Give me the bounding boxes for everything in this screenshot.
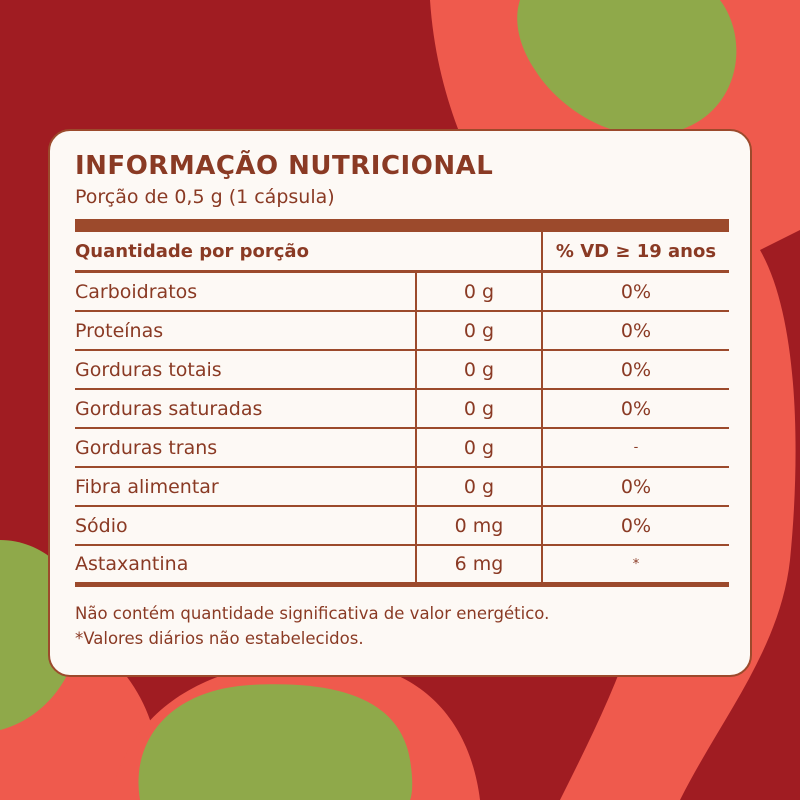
nutrient-name: Sódio <box>75 514 128 537</box>
nutrient-vd: 0% <box>541 351 729 388</box>
nutrient-vd: 0% <box>541 312 729 349</box>
nutrient-vd: 0% <box>541 273 729 310</box>
nutrient-amount: 0 g <box>415 312 541 349</box>
nutrient-vd: 0% <box>541 468 729 505</box>
nutrient-name: Proteínas <box>75 319 164 342</box>
nutrient-vd: - <box>541 429 729 466</box>
nutrient-amount: 0 g <box>415 273 541 310</box>
nutrient-name: Gorduras trans <box>75 436 218 459</box>
nutrition-facts-card: INFORMAÇÃO NUTRICIONAL Porção de 0,5 g (… <box>48 129 752 677</box>
table-row: Gorduras trans 0 g - <box>75 429 729 468</box>
label-title: INFORMAÇÃO NUTRICIONAL <box>75 151 494 181</box>
nutrient-amount: 0 mg <box>415 507 541 544</box>
nutrient-name: Gorduras saturadas <box>75 397 263 420</box>
nutrient-vd: 0% <box>541 390 729 427</box>
footnote-daily-values: *Valores diários não estabelecidos. <box>75 629 364 648</box>
nutrient-amount: 0 g <box>415 351 541 388</box>
nutrient-name: Astaxantina <box>75 553 189 575</box>
nutrient-amount: 6 mg <box>415 546 541 582</box>
table-row: Gorduras saturadas 0 g 0% <box>75 390 729 429</box>
green-blob-bottom <box>138 684 413 800</box>
header-quantity: Quantidade por porção <box>75 240 309 262</box>
green-blob-top <box>517 0 737 136</box>
table-row: Fibra alimentar 0 g 0% <box>75 468 729 507</box>
nutrient-name: Fibra alimentar <box>75 475 219 498</box>
nutrient-amount: 0 g <box>415 468 541 505</box>
nutrient-name: Carboidratos <box>75 280 198 303</box>
table-row: Sódio 0 mg 0% <box>75 507 729 546</box>
table-row: Carboidratos 0 g 0% <box>75 273 729 312</box>
header-amount-blank <box>415 232 541 270</box>
dark-blob-right <box>680 230 800 800</box>
header-vd: % VD ≥ 19 anos <box>541 232 729 270</box>
nutrient-name: Gorduras totais <box>75 358 222 381</box>
footnotes: Não contém quantidade significativa de v… <box>75 601 549 651</box>
table-row: Astaxantina 6 mg * <box>75 546 729 587</box>
nutrient-vd: * <box>541 546 729 582</box>
table-row: Gorduras totais 0 g 0% <box>75 351 729 390</box>
portion-size: Porção de 0,5 g (1 cápsula) <box>75 186 335 208</box>
nutrition-table: Quantidade por porção % VD ≥ 19 anos Car… <box>75 232 729 587</box>
nutrient-amount: 0 g <box>415 390 541 427</box>
footnote-energy: Não contém quantidade significativa de v… <box>75 604 550 623</box>
thick-divider <box>75 219 729 232</box>
nutrient-vd: 0% <box>541 507 729 544</box>
table-header-row: Quantidade por porção % VD ≥ 19 anos <box>75 232 729 273</box>
nutrient-amount: 0 g <box>415 429 541 466</box>
table-row: Proteínas 0 g 0% <box>75 312 729 351</box>
